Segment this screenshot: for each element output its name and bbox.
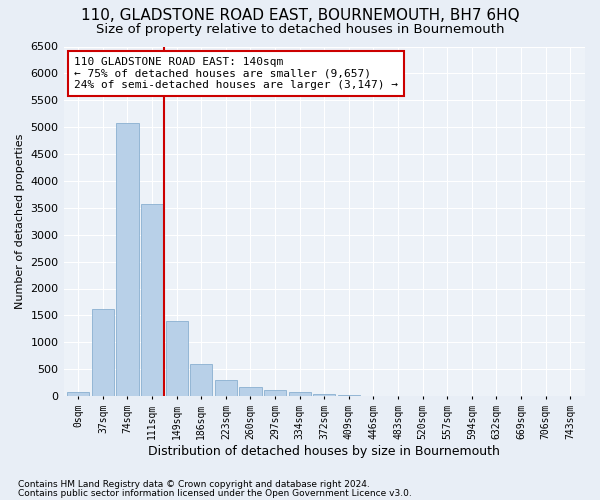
Bar	[289, 392, 311, 396]
Text: 110 GLADSTONE ROAD EAST: 140sqm
← 75% of detached houses are smaller (9,657)
24%: 110 GLADSTONE ROAD EAST: 140sqm ← 75% of…	[74, 57, 398, 90]
Text: Contains HM Land Registry data © Crown copyright and database right 2024.: Contains HM Land Registry data © Crown c…	[18, 480, 370, 489]
Text: Size of property relative to detached houses in Bournemouth: Size of property relative to detached ho…	[96, 22, 504, 36]
Bar	[92, 308, 114, 396]
Bar	[141, 204, 163, 396]
Y-axis label: Number of detached properties: Number of detached properties	[15, 134, 25, 309]
Bar	[166, 321, 188, 396]
Bar	[215, 380, 237, 396]
Bar	[67, 392, 89, 396]
Bar	[239, 388, 262, 396]
Bar	[313, 394, 335, 396]
Bar	[190, 364, 212, 396]
Text: Contains public sector information licensed under the Open Government Licence v3: Contains public sector information licen…	[18, 490, 412, 498]
Text: 110, GLADSTONE ROAD EAST, BOURNEMOUTH, BH7 6HQ: 110, GLADSTONE ROAD EAST, BOURNEMOUTH, B…	[80, 8, 520, 22]
Bar	[264, 390, 286, 396]
Bar	[116, 123, 139, 396]
X-axis label: Distribution of detached houses by size in Bournemouth: Distribution of detached houses by size …	[148, 444, 500, 458]
Bar	[338, 395, 360, 396]
